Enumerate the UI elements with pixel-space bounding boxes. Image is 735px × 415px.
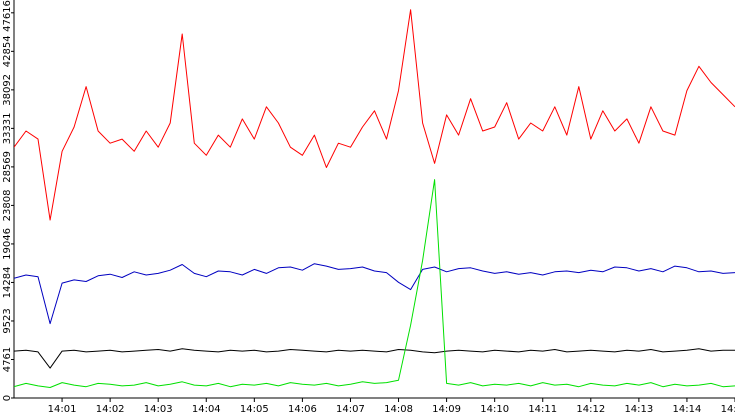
x-tick-label: 14:11	[528, 404, 557, 415]
y-tick-label: 23808	[2, 190, 13, 222]
x-tick-label: 14:09	[432, 404, 461, 415]
x-tick-label: 14:14	[673, 404, 702, 415]
y-tick-label: 47616	[2, 0, 13, 32]
y-tick-label: 4761	[2, 347, 13, 372]
y-tick-label: 33331	[2, 112, 13, 144]
y-tick-label: 0	[2, 395, 13, 401]
x-tick-label: 14:07	[336, 404, 365, 415]
x-tick-label: 14:10	[480, 404, 509, 415]
series-line	[14, 348, 735, 369]
y-tick-label: 9523	[2, 308, 13, 333]
plot-area	[14, 9, 735, 388]
x-tick-label: 14:13	[624, 404, 653, 415]
x-tick-label: 14:12	[576, 404, 605, 415]
x-tick-label: 14:03	[144, 404, 173, 415]
y-tick-label: 38092	[2, 74, 13, 106]
x-tick-label: 14:02	[96, 404, 125, 415]
x-tick-label: 14:08	[384, 404, 413, 415]
y-tick-label: 28569	[2, 151, 13, 183]
series-line	[14, 263, 735, 325]
x-tick-label: 14:06	[288, 404, 317, 415]
y-tick-label: 14284	[2, 267, 13, 299]
y-tick-label: 42854	[2, 35, 13, 67]
x-tick-label: 14:01	[48, 404, 77, 415]
y-tick-label: 19046	[2, 228, 13, 260]
series-line	[14, 179, 735, 388]
x-tick-label: 14:04	[192, 404, 221, 415]
x-tick-label: 14:15	[721, 404, 735, 415]
x-tick-label: 14:05	[240, 404, 269, 415]
series-line	[14, 9, 735, 221]
